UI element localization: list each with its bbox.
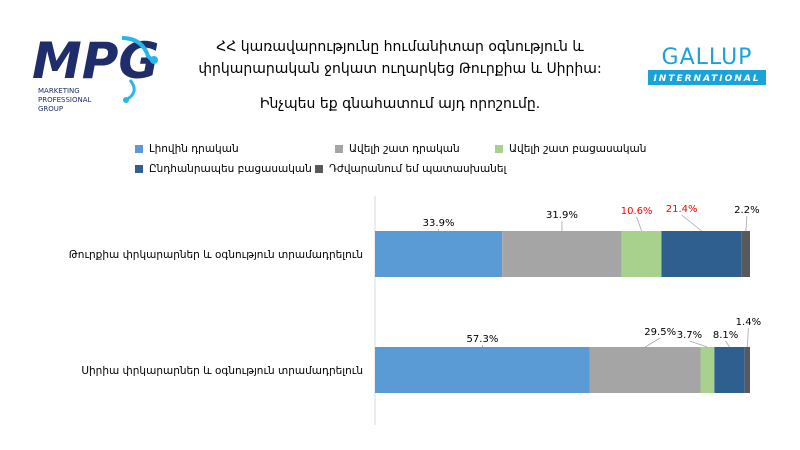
data-label-leader (745, 215, 748, 232)
legend-label: Ընդհանրապես բացասական (149, 163, 312, 175)
bar-segment (661, 231, 742, 277)
legend-item: Լիովին դրական (135, 143, 239, 155)
gallup-logo: GALLUP INTERNATIONAL (648, 40, 766, 88)
legend-item: Ավելի շատ դրական (335, 143, 460, 155)
mpg-logo-subtitle-3: GROUP (38, 105, 63, 113)
data-label: 10.6% (621, 206, 653, 217)
legend-swatch (135, 165, 143, 173)
mpg-logo-subtitle-2: PROFESSIONAL (38, 96, 92, 104)
legend-swatch (315, 165, 323, 173)
legend-label: Ավելի շատ բացասական (509, 143, 647, 155)
mpg-logo: MPG MARKETING PROFESSIONAL GROUP (30, 20, 170, 120)
data-label: 1.4% (736, 317, 761, 328)
bar-segment (375, 347, 590, 393)
bar-segment (589, 347, 701, 393)
data-label: 31.9% (546, 210, 578, 221)
chart-title-line-2: փրկարարական ջոկատ ուղարկեց Թուրքիա և Սիր… (198, 61, 602, 77)
category-label: Թուրքիա փրկարարներ և օգնություն տրամադրե… (69, 249, 363, 261)
legend-label: Լիովին դրական (149, 143, 239, 155)
legend-label: Ավելի շատ դրական (349, 143, 460, 155)
legend-label: Դժվարանում եմ պատասխանել (329, 163, 507, 175)
data-label-leader (681, 214, 702, 232)
gallup-logo-name: GALLUP (662, 45, 753, 70)
data-label-leader (746, 327, 749, 348)
bar-segment (744, 347, 750, 393)
mpg-logo-subtitle-1: MARKETING (38, 87, 80, 95)
category-label: Սիրիա փրկարարներ և օգնություն տրամադրելո… (81, 365, 363, 377)
gallup-logo-sub: INTERNATIONAL (653, 74, 760, 84)
data-label-leader (689, 340, 708, 348)
legend-swatch (335, 145, 343, 153)
data-label-leader (725, 340, 730, 348)
legend-item: Ընդհանրապես բացասական (135, 163, 312, 175)
data-label: 33.9% (423, 218, 455, 229)
bar-segment (502, 231, 622, 277)
data-label: 29.5% (644, 327, 676, 338)
chart-question: Ինչպես եք գնահատում այդ որոշումը. (259, 96, 541, 112)
data-label: 8.1% (713, 330, 738, 341)
data-label: 3.7% (677, 330, 702, 341)
legend-item: Դժվարանում եմ պատասխանել (315, 163, 506, 175)
chart-title-line-1: ՀՀ կառավարությունը հումանիտար օգնություն… (216, 39, 584, 55)
bar-segment (375, 231, 503, 277)
data-label-leader (636, 216, 643, 232)
legend-item: Ավելի շատ բացասական (495, 143, 646, 155)
data-label-leader (644, 337, 661, 348)
bar-segment (621, 231, 662, 277)
bar-segment (714, 347, 745, 393)
legend-swatch (495, 145, 503, 153)
data-label: 2.2% (734, 205, 759, 216)
data-label: 57.3% (467, 334, 499, 345)
chart-title: ՀՀ կառավարությունը հումանիտար օգնություն… (175, 36, 625, 80)
bar-segment (741, 231, 750, 277)
data-label: 21.4% (666, 204, 698, 215)
bar-segment (700, 347, 715, 393)
legend-swatch (135, 145, 143, 153)
